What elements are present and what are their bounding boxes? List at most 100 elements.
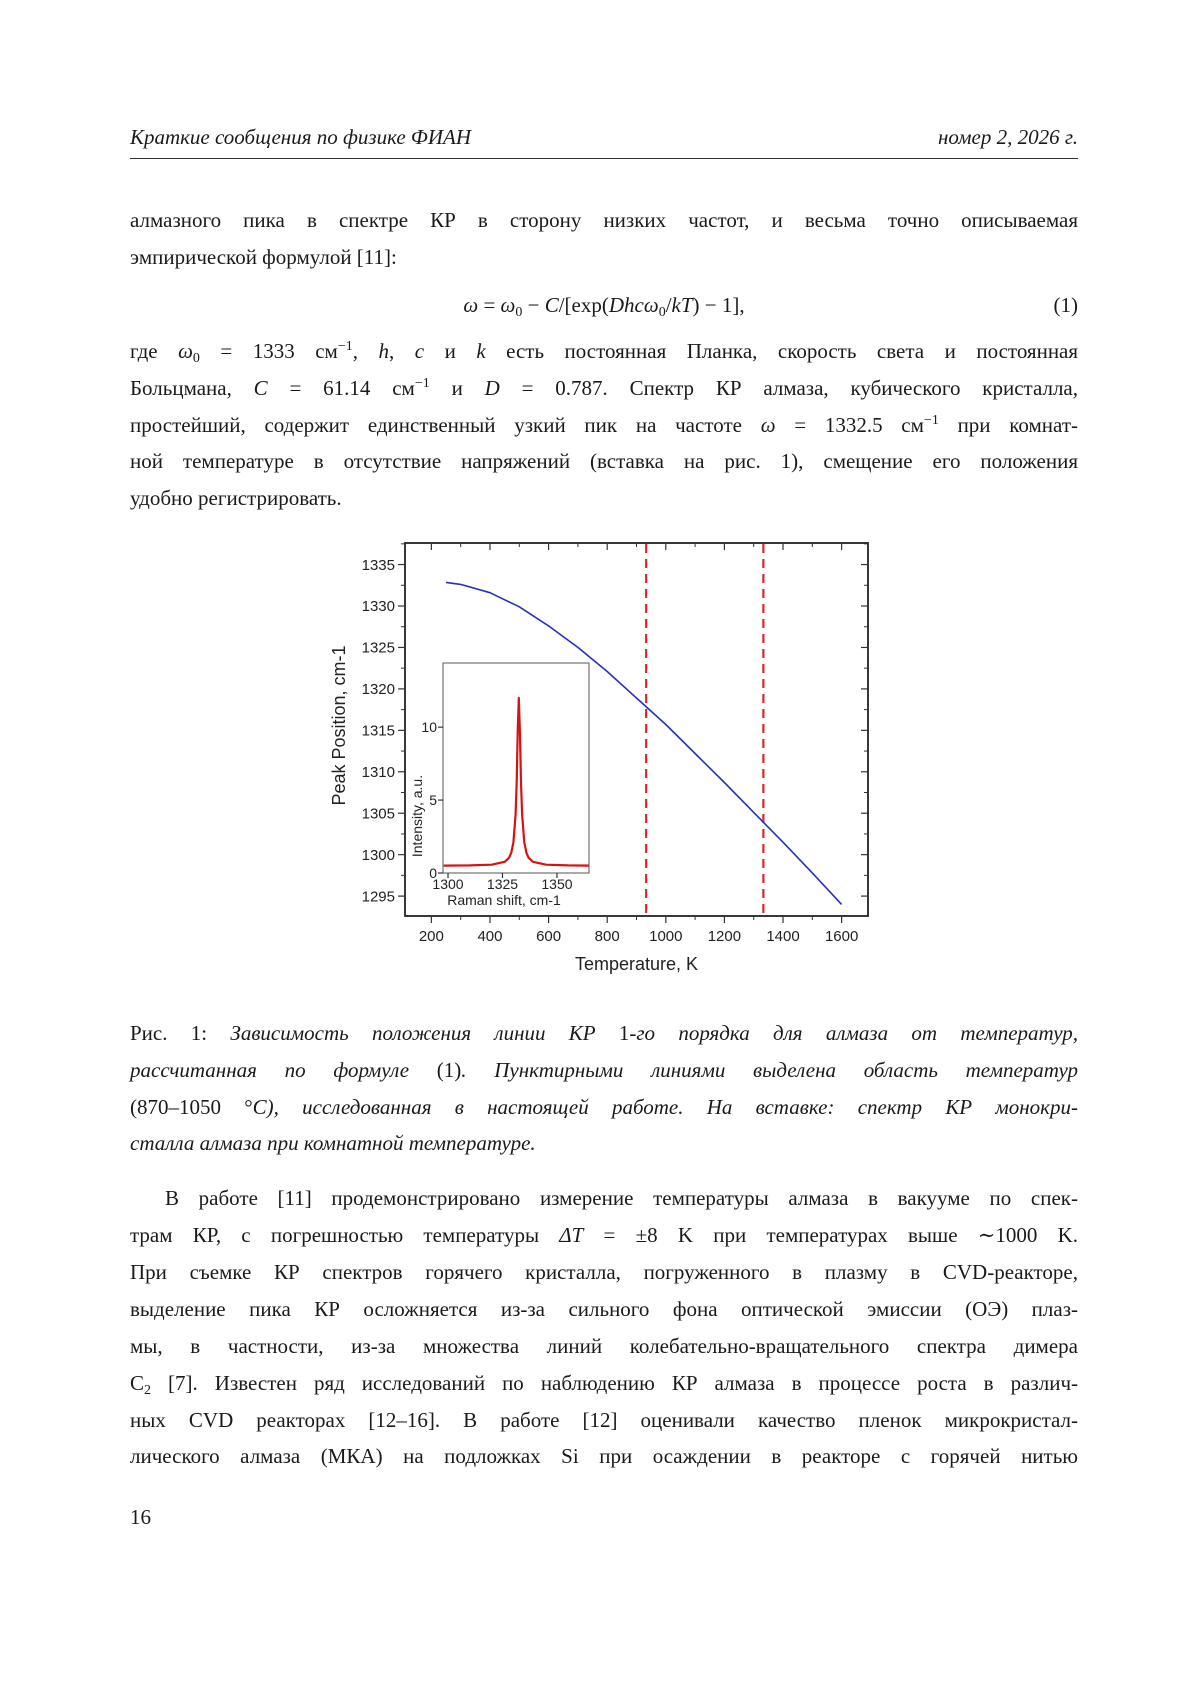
text-segment: h: [378, 339, 390, 363]
y-tick-label: 1300: [362, 847, 395, 864]
x-tick-label: 800: [595, 928, 620, 945]
text-segment: C: [252, 1095, 267, 1119]
y-tick-label: 1305: [362, 805, 395, 822]
y-axis-label: Intensity, a.u.: [409, 775, 425, 857]
text-segment: 0: [192, 351, 200, 366]
equation-segment: 0: [658, 305, 666, 320]
x-tick-label: 1000: [649, 928, 682, 945]
text-segment: ), исследованная в настоящей работе. На …: [266, 1095, 1078, 1119]
raman-spectrum-line: [443, 696, 590, 867]
equation-segment: =: [478, 293, 501, 317]
x-tick-label: 1350: [541, 876, 572, 892]
text-line: рассчитанная по формуле (1). Пунктирными…: [130, 1057, 1078, 1083]
text-segment: (870–1050 °: [130, 1095, 253, 1119]
text-segment: удобно регистрировать.: [130, 486, 342, 510]
equation-segment: /: [665, 293, 672, 317]
text-segment: . Пунктирными линиями выделена область т…: [461, 1058, 1078, 1082]
text-segment: есть постоянная Планка, скорость света и…: [485, 339, 1079, 363]
running-header-issue: номер 2, 2026 г.: [937, 125, 1078, 149]
equation-number: (1): [1053, 293, 1079, 317]
y-tick-label: 1330: [362, 598, 395, 615]
text-line: Больцмана, C = 61.14 см−1 и D = 0.787. С…: [130, 375, 1078, 401]
x-tick-label: 1200: [708, 928, 741, 945]
text-segment: выделение пика КР осложняется из-за силь…: [130, 1297, 1078, 1321]
y-tick-label: 5: [429, 792, 437, 808]
header-rule: [130, 158, 1078, 159]
y-tick-label: 0: [429, 865, 437, 881]
y-axis-label: Peak Position, cm-1: [329, 645, 349, 805]
text-segment: −1: [337, 339, 353, 354]
text-segment: [7]. Известен ряд исследований по наблюд…: [151, 1371, 1078, 1395]
equation-segment: ω: [463, 293, 479, 317]
x-tick-label: 400: [477, 928, 502, 945]
text-line: алмазного пика в спектре КР в сторону ни…: [130, 207, 1078, 233]
text-line: C2 [7]. Известен ряд исследований по наб…: [130, 1370, 1078, 1398]
text-segment: лического алмаза (МКА) на подложках Si п…: [130, 1444, 1078, 1468]
text-line: мы, в частности, из-за множества линий к…: [130, 1333, 1078, 1359]
x-tick-label: 1600: [825, 928, 858, 945]
x-tick-label: 1400: [766, 928, 799, 945]
text-segment: = ±8 K при температурах выше ∼1000 K.: [583, 1223, 1078, 1247]
text-segment: -го порядка для алмаза от температур,: [629, 1021, 1078, 1045]
equation-segment: C: [544, 293, 559, 317]
text-segment: сталла алмаза при комнатной температуре.: [130, 1131, 536, 1155]
text-segment: C: [253, 376, 268, 400]
text-segment: = 61.14 см: [267, 376, 415, 400]
inset-chart: 1300 1325 1350 0 5 10 Raman shift, cm-1 Intensi…: [409, 662, 590, 908]
figure-1-chart: 200 400 600 800 1000 1200 1400 1600 1295 1300 1305…: [329, 542, 869, 974]
text-segment: алмазного пика в спектре КР в сторону ни…: [130, 208, 1078, 232]
text-line: удобно регистрировать.: [130, 485, 1078, 511]
text-segment: k: [476, 339, 486, 363]
text-segment: ,: [352, 339, 379, 363]
equation-segment: kT: [671, 293, 693, 317]
text-segment: при комнат-: [938, 413, 1078, 437]
text-segment: 1: [618, 1021, 630, 1045]
text-segment: где: [130, 339, 179, 363]
equation-segment: ) − 1],: [692, 293, 745, 317]
text-segment: = 1333 см: [199, 339, 338, 363]
y-tick-label: 1310: [362, 764, 395, 781]
text-segment: и: [429, 376, 485, 400]
text-line: ных CVD реакторах [12–16]. В работе [12]…: [130, 1407, 1078, 1433]
text-segment: Больцмана,: [130, 376, 254, 400]
y-tick-label: 1315: [362, 723, 395, 740]
text-segment: = 0.787. Спектр КР алмаза, кубического к…: [499, 376, 1078, 400]
text-segment: ω: [178, 339, 193, 363]
text-segment: ω: [760, 413, 776, 437]
equation-segment: /[exp(: [558, 293, 609, 317]
text-segment: трам КР, с погрешностью температуры: [130, 1223, 560, 1247]
text-segment: D: [484, 376, 500, 400]
y-tick-label: 10: [421, 719, 437, 735]
text-segment: Зависимость положения линии КР: [230, 1021, 619, 1045]
equation-segment: −: [522, 293, 545, 317]
text-segment: рассчитанная по формуле: [130, 1058, 437, 1082]
text-line: (870–1050 °C), исследованная в настоящей…: [130, 1094, 1078, 1120]
y-tick-label: 1320: [362, 681, 395, 698]
text-segment: −1: [414, 376, 430, 391]
text-segment: В работе [11] продемонстрировано измерен…: [165, 1186, 1078, 1210]
running-header-journal: Краткие сообщения по физике ФИАН: [130, 125, 471, 149]
main-chart: 200 400 600 800 1000 1200 1400 1600 1295 1300 1305…: [329, 542, 869, 974]
text-segment: 2: [144, 1383, 152, 1398]
peak-position-curve: [445, 581, 843, 905]
text-segment: C: [130, 1371, 145, 1395]
x-axis-label: Temperature, K: [575, 954, 698, 974]
x-tick-label: 600: [536, 928, 561, 945]
text-segment: мы, в частности, из-за множества линий к…: [130, 1334, 1078, 1358]
text-segment: Рис. 1:: [130, 1021, 231, 1045]
text-segment: При съемке КР спектров горячего кристалл…: [130, 1260, 1078, 1284]
text-segment: эмпирической формулой [11]:: [130, 245, 397, 269]
y-tick-label: 1325: [362, 640, 395, 657]
text-segment: −1: [923, 413, 939, 428]
text-segment: простейший, содержит единственный узкий …: [130, 413, 761, 437]
text-line: ной температуре в отсутствие напряжений …: [130, 448, 1078, 474]
text-segment: ΔT: [559, 1223, 584, 1247]
x-tick-label: 1325: [487, 876, 518, 892]
equation-segment: 0: [515, 305, 523, 320]
text-line: где ω0 = 1333 см−1, h, c и k есть постоя…: [130, 338, 1079, 366]
text-segment: ной температуре в отсутствие напряжений …: [130, 449, 1078, 473]
text-segment: = 1332.5 см: [775, 413, 924, 437]
text-line: Рис. 1: Зависимость положения линии КР 1…: [130, 1020, 1078, 1046]
x-tick-label: 1300: [432, 876, 463, 892]
equation-segment: ω: [500, 293, 516, 317]
